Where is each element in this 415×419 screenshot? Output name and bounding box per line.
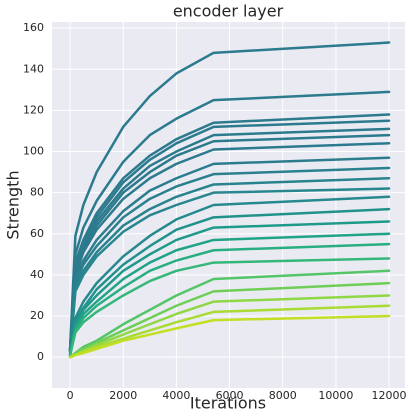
data-line (68, 133, 391, 353)
data-line (68, 242, 391, 357)
y-tick-label: 0 (37, 350, 44, 363)
y-tick-label: 40 (30, 268, 44, 281)
y-tick-label: 140 (23, 62, 44, 75)
y-tick-label: 160 (23, 21, 44, 34)
y-tick-label: 60 (30, 227, 44, 240)
y-tick-label: 20 (30, 309, 44, 322)
data-line (68, 142, 391, 353)
x-tick-label: 6000 (216, 389, 244, 402)
y-tick-label: 80 (30, 186, 44, 199)
y-tick-label: 120 (23, 103, 44, 116)
data-line (68, 195, 391, 357)
x-tick-label: 2000 (109, 389, 137, 402)
x-tick-label: 8000 (269, 389, 297, 402)
chart-title: encoder layer (173, 2, 284, 21)
data-line (68, 119, 391, 353)
y-axis-label: Strength (4, 170, 23, 239)
data-line (68, 220, 391, 357)
data-line (68, 314, 391, 359)
x-tick-label: 4000 (162, 389, 190, 402)
x-axis-label: Iterations (190, 394, 266, 413)
data-line (68, 257, 391, 357)
data-line (68, 177, 391, 353)
x-tick-label: 10000 (318, 389, 353, 402)
y-tick-label: 100 (23, 145, 44, 158)
data-line (68, 187, 391, 355)
data-line (68, 232, 391, 357)
data-line (68, 41, 391, 351)
x-tick-label: 0 (67, 389, 74, 402)
data-line (68, 166, 391, 353)
data-line (68, 281, 391, 359)
data-line (68, 90, 391, 351)
x-tick-label: 12000 (372, 389, 407, 402)
data-line (68, 156, 391, 353)
